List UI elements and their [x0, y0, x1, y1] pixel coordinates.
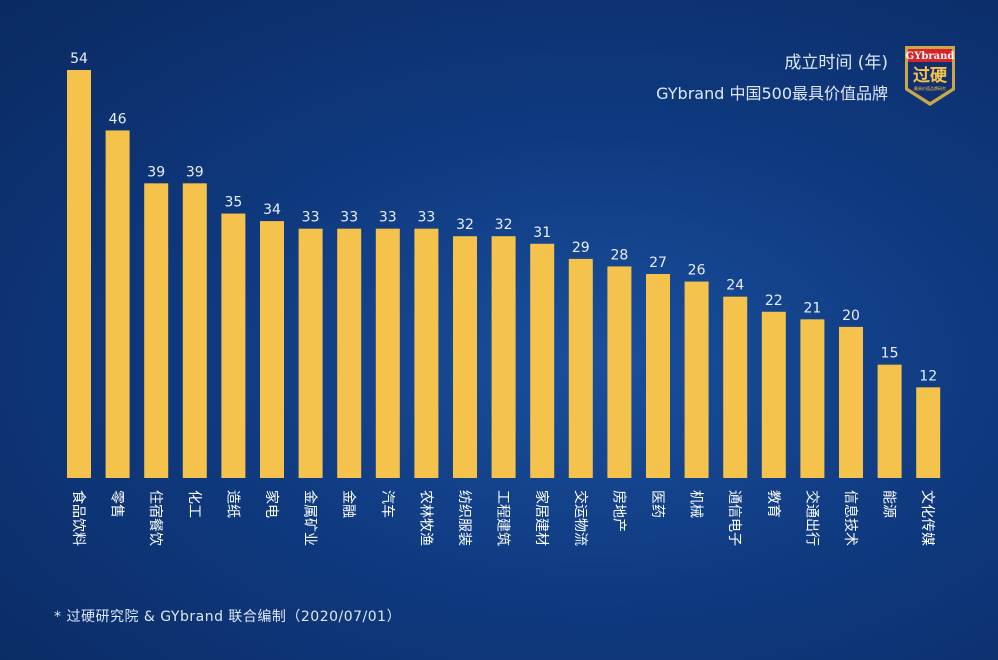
bar-4 [221, 213, 246, 479]
value-label-19: 21 [803, 300, 821, 316]
bar-1 [105, 130, 130, 478]
logo-mark-text: 过硬 [913, 66, 948, 86]
category-label-21: 能源 [881, 490, 897, 518]
gybrand-logo: GYbrand 过硬 最具价值品牌研究 [905, 46, 955, 106]
category-label-16: 机械 [688, 490, 704, 518]
category-label-5: 家电 [263, 490, 280, 518]
bar-17 [723, 296, 748, 478]
bar-14 [607, 266, 632, 478]
chart-subtitle: GYbrand 中国500最具价值品牌 [656, 84, 888, 103]
bar-22 [916, 387, 941, 478]
value-label-20: 20 [842, 308, 860, 324]
category-label-18: 教育 [765, 490, 781, 518]
bar-6 [298, 228, 323, 478]
bar-0 [67, 70, 91, 478]
logo-tagline: 最具价值品牌研究 [914, 85, 946, 91]
value-label-21: 15 [881, 346, 899, 362]
bar-18 [761, 311, 786, 478]
category-label-8: 汽车 [379, 490, 396, 518]
footer-note: * 过硬研究院 & GYbrand 联合编制（2020/07/01） [54, 609, 402, 625]
category-label-19: 交通出行 [803, 490, 820, 546]
value-label-15: 27 [649, 255, 667, 271]
category-label-3: 化工 [186, 490, 202, 518]
value-label-6: 33 [302, 210, 320, 226]
category-label-2: 住宿餐饮 [147, 490, 164, 546]
category-label-1: 零售 [109, 490, 125, 518]
category-label-4: 造纸 [224, 490, 240, 518]
bar-20 [839, 326, 863, 478]
value-label-2: 39 [147, 164, 165, 180]
value-label-9: 33 [417, 210, 435, 226]
bar-3 [182, 183, 207, 479]
value-label-14: 28 [610, 247, 628, 263]
bar-19 [800, 319, 825, 478]
value-label-4: 35 [224, 195, 242, 211]
category-label-0: 食品饮料 [70, 490, 87, 546]
value-label-13: 29 [572, 240, 590, 256]
category-label-7: 金融 [340, 490, 356, 518]
value-label-17: 24 [726, 278, 744, 294]
bar-11 [491, 236, 516, 478]
bar-2 [144, 183, 169, 479]
value-label-12: 31 [533, 225, 551, 241]
value-label-8: 33 [379, 210, 397, 226]
value-label-22: 12 [919, 368, 937, 384]
value-label-3: 39 [186, 164, 204, 180]
category-label-17: 通信电子 [726, 490, 742, 546]
category-label-13: 交运物流 [572, 490, 589, 546]
value-label-5: 34 [263, 202, 281, 218]
chart-title: 成立时间 (年) [784, 53, 888, 73]
bar-8 [375, 228, 400, 478]
bar-9 [414, 228, 439, 478]
logo-brand-text: GYbrand [906, 51, 955, 62]
value-label-1: 46 [109, 111, 127, 127]
value-label-16: 26 [688, 263, 706, 279]
bar-13 [568, 258, 593, 478]
category-label-12: 家居建材 [533, 490, 550, 546]
value-label-10: 32 [456, 217, 474, 233]
value-label-7: 33 [340, 210, 358, 226]
category-label-6: 金属矿业 [302, 490, 318, 546]
category-label-15: 医药 [649, 490, 665, 518]
bar-15 [646, 274, 670, 478]
bar-5 [260, 221, 284, 478]
value-label-18: 22 [765, 293, 783, 309]
bar-10 [453, 236, 477, 478]
bar-7 [337, 228, 362, 478]
bar-12 [530, 243, 555, 478]
value-label-11: 32 [495, 217, 513, 233]
category-label-14: 房地产 [610, 490, 626, 532]
category-label-11: 工程建筑 [495, 490, 511, 546]
category-label-10: 纺织服装 [456, 490, 472, 546]
category-label-9: 农林牧渔 [417, 490, 433, 546]
bar-21 [877, 364, 902, 478]
category-label-22: 文化传媒 [919, 490, 935, 546]
value-label-0: 54 [70, 51, 88, 67]
category-label-20: 信息技术 [842, 490, 859, 546]
bar-16 [684, 281, 709, 478]
